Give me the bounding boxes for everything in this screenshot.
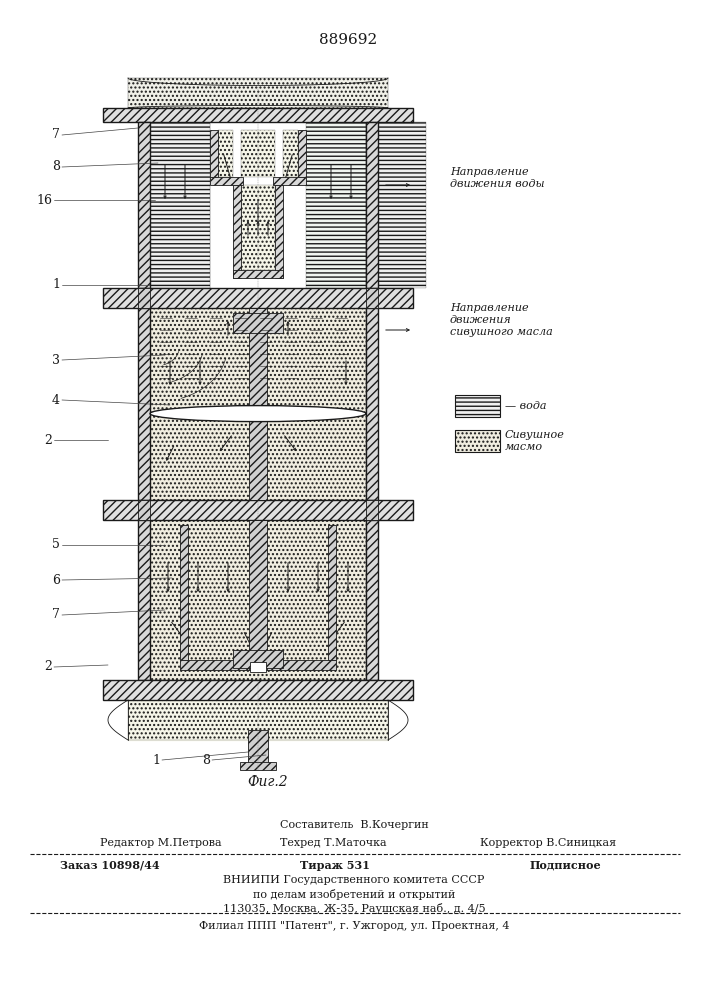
Bar [103,108,413,122]
Bar [241,185,275,270]
Bar [241,130,275,177]
Bar [150,308,366,500]
Text: 2: 2 [44,434,52,446]
Ellipse shape [150,406,366,422]
Text: Филиал ППП "Патент", г. Ужгород, ул. Проектная, 4: Филиал ППП "Патент", г. Ужгород, ул. Про… [199,921,509,931]
Text: Сивушное
масмо: Сивушное масмо [505,430,565,452]
Bar [150,520,366,680]
Text: Составитель  В.Кочергин: Составитель В.Кочергин [280,820,428,830]
Bar [241,185,275,270]
Bar [150,308,366,500]
Text: 1: 1 [52,278,60,292]
Bar [150,122,210,288]
Text: 6: 6 [52,574,60,586]
Text: Техред Т.Маточка: Техред Т.Маточка [280,838,387,848]
Bar [273,177,306,185]
Bar [250,662,266,672]
Bar [233,313,283,333]
Text: Фиг.2: Фиг.2 [247,775,288,789]
Bar [249,308,267,500]
Bar [366,122,378,288]
Text: 3: 3 [52,354,60,366]
Bar [138,122,150,288]
Bar [218,130,233,177]
Bar [180,660,336,670]
Bar [306,122,366,288]
Bar [366,520,378,680]
Bar [233,270,283,278]
Bar [210,177,243,185]
Text: Направление
движения
сивушного масла: Направление движения сивушного масла [450,303,553,337]
Bar [233,185,241,278]
Bar [150,520,366,680]
Bar [218,130,233,177]
Bar [138,500,150,520]
Text: ВНИИПИ Государственного комитета СССР: ВНИИПИ Государственного комитета СССР [223,875,485,885]
Text: 4: 4 [52,393,60,406]
Bar [249,520,267,670]
Bar [366,122,426,288]
Bar [366,500,378,520]
Bar [128,700,388,740]
Bar [283,130,298,177]
Text: 1: 1 [152,754,160,766]
Bar [103,288,413,308]
Bar [128,78,388,108]
Bar [241,130,275,177]
Text: Подписное: Подписное [530,860,602,871]
Bar [240,762,276,770]
Bar [150,122,366,288]
Bar [138,520,150,680]
Bar [128,700,388,740]
Bar [366,122,426,288]
Bar [138,288,150,308]
Bar [150,122,210,288]
Text: Направление
движения воды: Направление движения воды [450,167,544,189]
Text: 2: 2 [44,660,52,674]
Bar [248,730,268,765]
Bar [328,525,336,660]
Text: Корректор В.Синицкая: Корректор В.Синицкая [480,838,616,848]
Bar [366,308,378,500]
Text: 889692: 889692 [319,33,377,47]
Text: 7: 7 [52,128,60,141]
Bar [103,680,413,700]
Bar [298,130,306,177]
Text: 8: 8 [52,160,60,174]
Text: 8: 8 [202,754,210,766]
Text: 7: 7 [52,608,60,621]
Text: 113035, Москва, Ж-35, Раушская наб., д. 4/5: 113035, Москва, Ж-35, Раушская наб., д. … [223,903,485,914]
Bar [150,520,366,680]
Bar [283,130,298,177]
Bar [150,308,366,500]
Bar [128,78,388,108]
Text: Редактор М.Петрова: Редактор М.Петрова [100,838,221,848]
Bar [455,430,500,452]
Text: 5: 5 [52,538,60,552]
Bar [306,122,366,288]
Bar [150,122,210,288]
Text: по делам изобретений и открытий: по делам изобретений и открытий [253,889,455,900]
Bar [275,185,283,278]
Text: — вода: — вода [505,401,547,411]
Bar [138,308,150,500]
Text: 16: 16 [36,194,52,207]
Bar [455,395,500,417]
Bar [103,500,413,520]
Bar [150,122,210,288]
Bar [210,130,218,177]
Text: Тираж 531: Тираж 531 [300,860,370,871]
Bar [366,288,378,308]
Bar [180,525,188,660]
Text: Заказ 10898/44: Заказ 10898/44 [60,860,160,871]
Bar [233,650,283,668]
